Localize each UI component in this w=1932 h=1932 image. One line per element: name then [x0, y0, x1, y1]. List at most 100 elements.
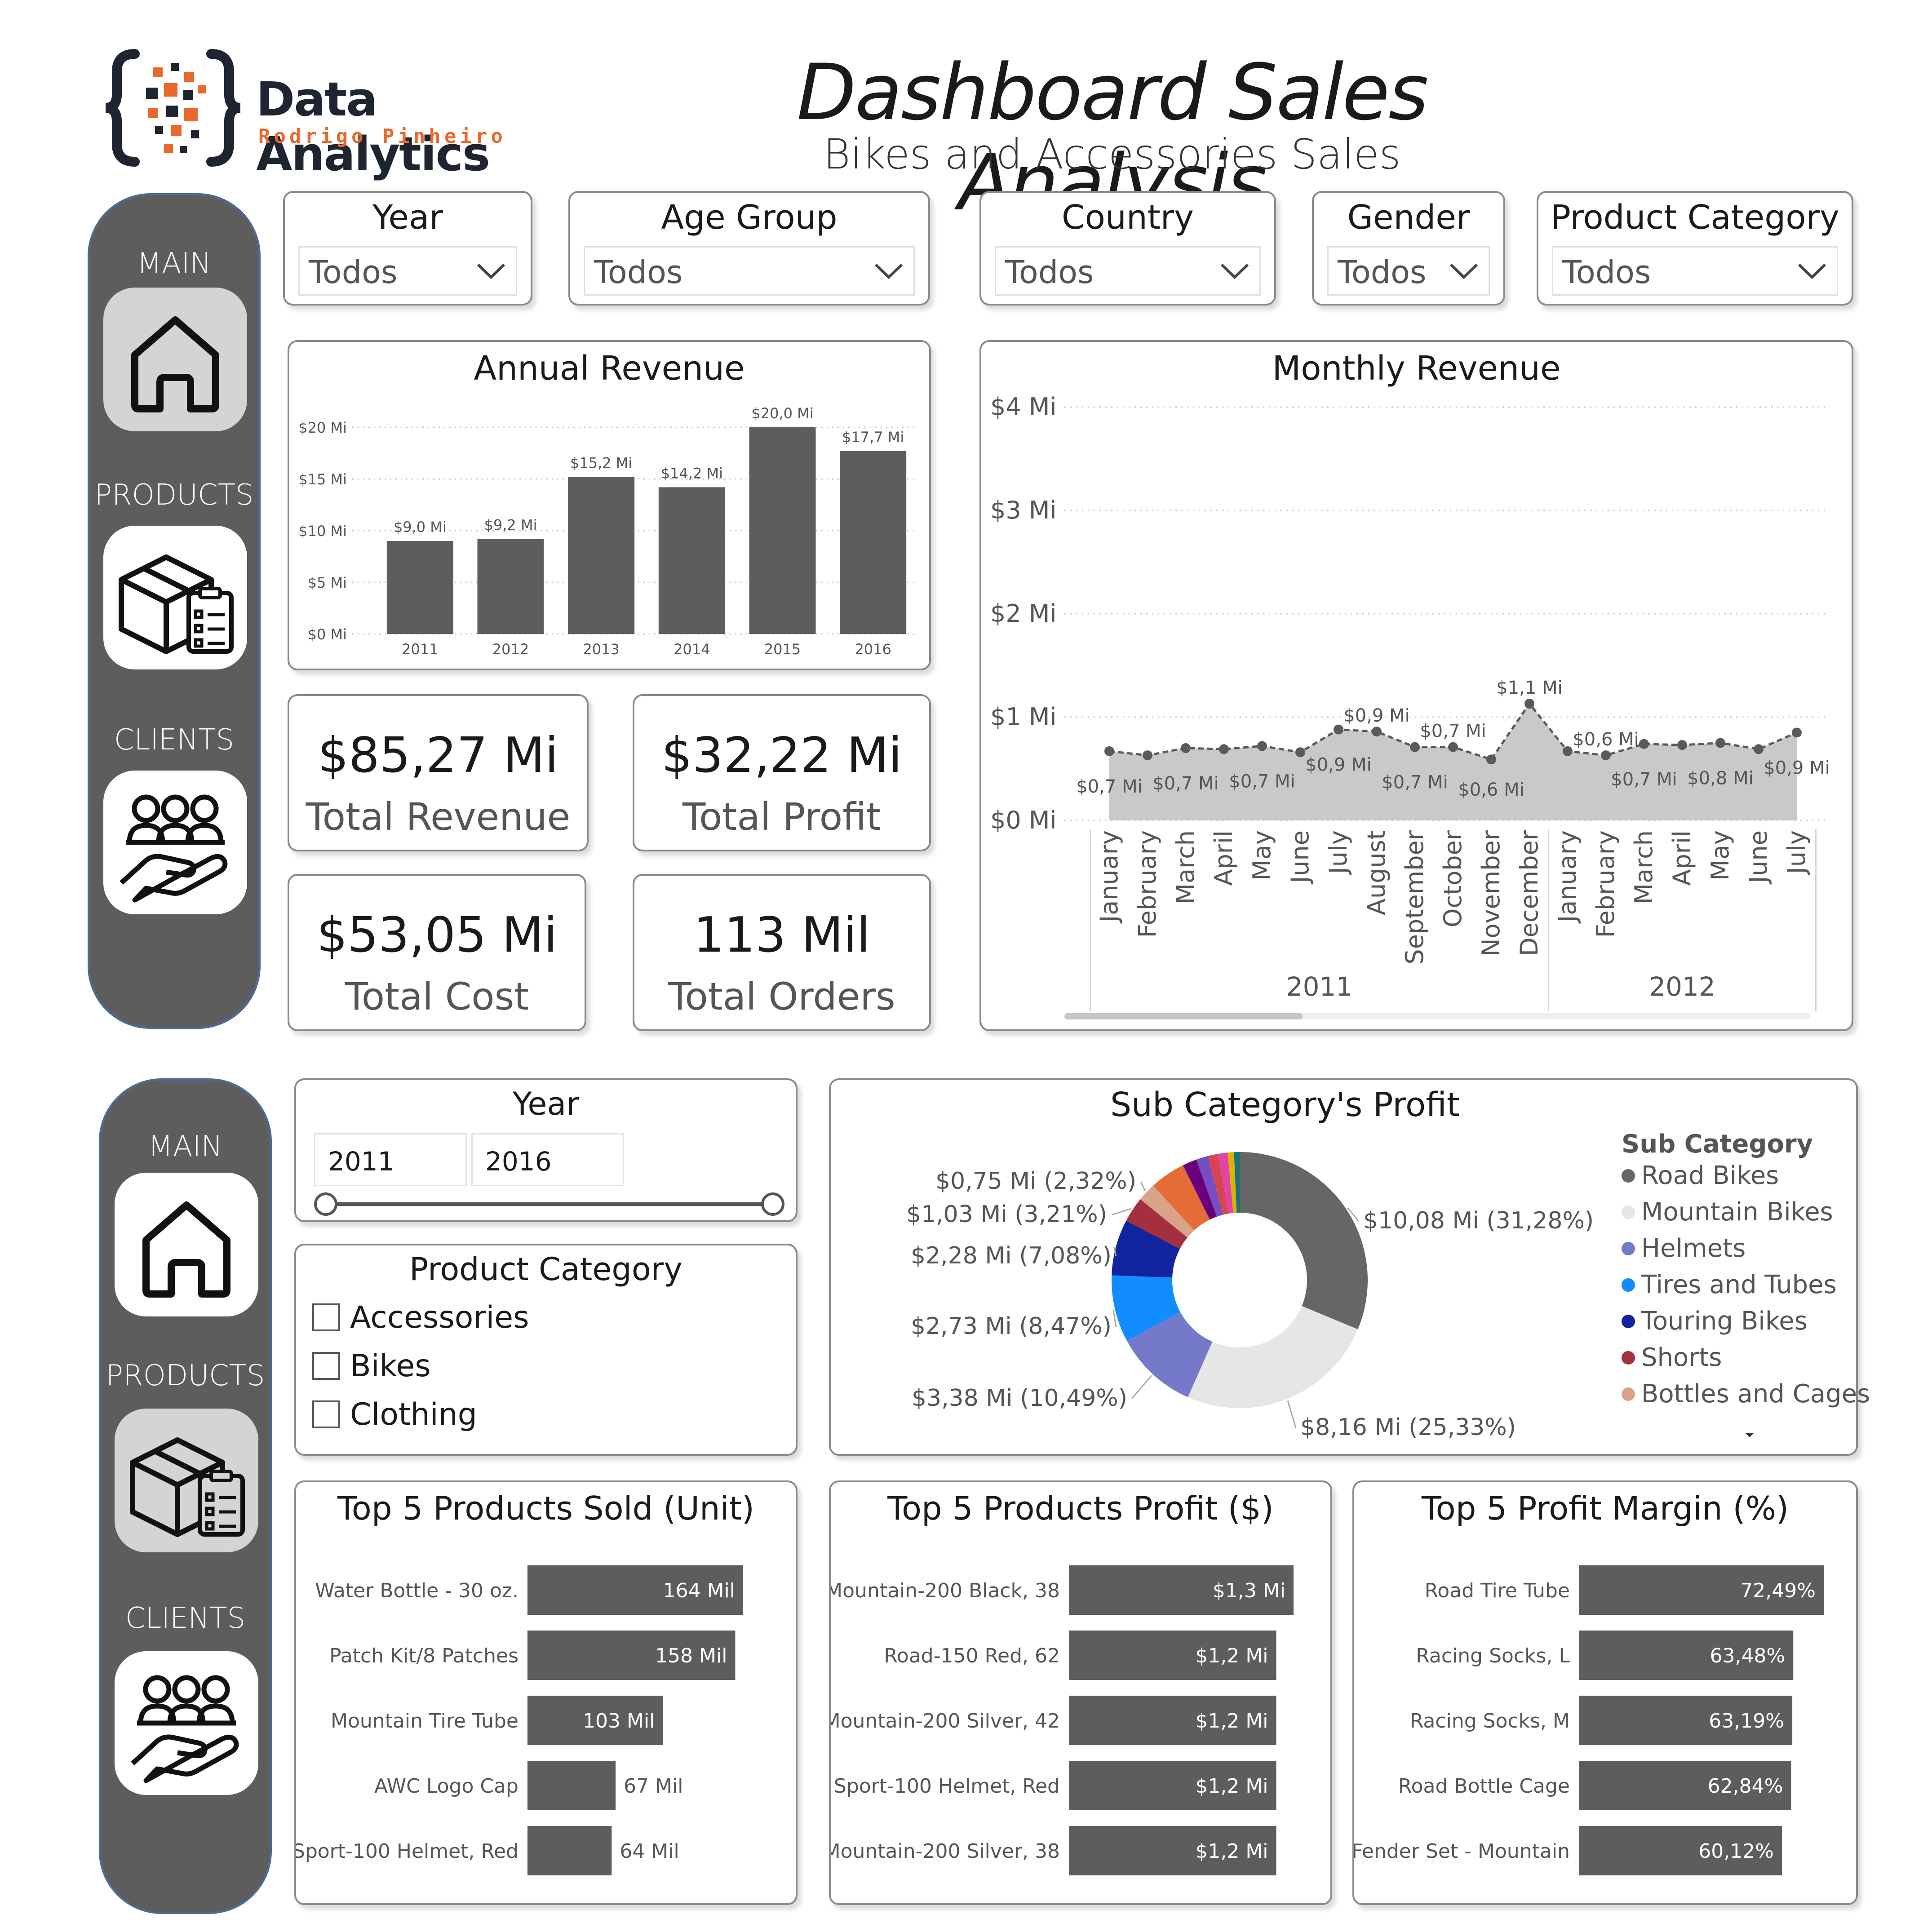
year-dropdown[interactable]: Todos	[298, 246, 517, 296]
page-subtitle: Bikes and Accessories Sales	[823, 130, 1401, 178]
year-from-input[interactable]: 2011	[314, 1133, 467, 1186]
x-tick-label: January	[1553, 830, 1582, 924]
slicer-value: Todos	[1562, 254, 1651, 291]
x-tick-label: 2013	[583, 641, 619, 658]
legend-entry[interactable]: Road Bikes	[1622, 1161, 1779, 1190]
bar	[1069, 1696, 1276, 1745]
home-icon	[131, 316, 219, 412]
scrollbar-thumb[interactable]	[1064, 1013, 1303, 1019]
legend-label: Tires and Tubes	[1641, 1270, 1837, 1299]
nav-label-main: MAIN	[137, 247, 212, 280]
legend-swatch	[1622, 1314, 1635, 1328]
annual-revenue-chart: $0 Mi $5 Mi $10 Mi $15 Mi $20 Mi $9,0 Mi 2011 $…	[298, 405, 918, 658]
data-label: $0,6 Mi	[1573, 729, 1639, 750]
slicer-value: Todos	[594, 254, 683, 291]
legend-scroll-down-icon[interactable]	[1743, 1431, 1756, 1440]
donut-slice	[1196, 1156, 1223, 1217]
range-handle-end[interactable]	[761, 1192, 784, 1216]
check-clothing[interactable]: Clothing	[312, 1396, 477, 1432]
donut-slice	[1127, 1312, 1213, 1397]
data-point	[1677, 740, 1687, 750]
bar	[658, 487, 725, 634]
legend-entry[interactable]: Shorts	[1622, 1343, 1722, 1372]
product-category-dropdown[interactable]: Todos	[1552, 246, 1838, 296]
data-label: $0,7 Mi	[1229, 771, 1295, 792]
category-label: Road Bottle Cage	[1398, 1775, 1570, 1798]
bar	[1579, 1631, 1794, 1680]
data-label: 72,49%	[1740, 1579, 1816, 1602]
x-tick-label: July	[1324, 830, 1352, 875]
slicer-value: Todos	[1005, 254, 1094, 291]
leader-line	[1111, 1208, 1132, 1216]
bar	[1579, 1761, 1791, 1810]
nav-clients-button[interactable]	[115, 1651, 258, 1795]
legend-entry[interactable]: Mountain Bikes	[1622, 1197, 1833, 1227]
donut-slice	[1240, 1152, 1368, 1329]
nav-clients-button[interactable]	[103, 771, 247, 914]
top5-units-chart: Water Bottle - 30 oz. 164 Mil Patch Kit/8 …	[296, 1565, 743, 1875]
range-handle-start[interactable]	[314, 1192, 337, 1216]
year-from-value: 2011	[328, 1146, 394, 1177]
monthly-revenue-chart: $0 Mi $1 Mi $2 Mi $3 Mi $4 Mi $0,7 Mi January F…	[990, 393, 1830, 1011]
donut-slice	[1234, 1152, 1240, 1213]
slicer-title: Age Group	[661, 198, 837, 237]
checkbox[interactable]	[312, 1303, 340, 1331]
kpi-label: Total Cost	[345, 975, 529, 1019]
legend-label: Helmets	[1641, 1234, 1746, 1263]
subcategory-donut-chart: $10,08 Mi (31,28%) $8,16 Mi (25,33%) $3,38…	[906, 1152, 1594, 1441]
nav-main-button[interactable]	[115, 1173, 258, 1316]
data-label: $1,2 Mi	[1195, 1710, 1268, 1733]
x-tick-label: August	[1362, 830, 1391, 915]
y-tick-label: $15 Mi	[298, 471, 347, 488]
kpi-label: Total Revenue	[306, 795, 571, 839]
year-slicer[interactable]: Year Todos	[283, 191, 532, 306]
data-point	[1792, 727, 1802, 738]
x-tick-label: July	[1782, 830, 1811, 875]
data-label: $0,6 Mi	[1458, 780, 1524, 800]
checkbox[interactable]	[312, 1352, 340, 1380]
chevron-down-icon	[1798, 263, 1826, 279]
checkbox[interactable]	[312, 1400, 340, 1428]
country-dropdown[interactable]: Todos	[995, 246, 1261, 296]
data-label: 64 Mil	[620, 1840, 679, 1863]
nav-products-button[interactable]	[103, 526, 247, 669]
check-accessories[interactable]: Accessories	[312, 1299, 529, 1335]
nav-products-button[interactable]	[115, 1409, 258, 1552]
legend-label: Touring Bikes	[1641, 1307, 1808, 1336]
x-tick-label: January	[1095, 830, 1123, 924]
legend-label: Road Bikes	[1641, 1161, 1779, 1190]
leader-line	[1131, 1375, 1152, 1399]
product-category-slicer[interactable]: Product Category Todos	[1537, 191, 1853, 306]
x-tick-label: March	[1630, 830, 1658, 904]
legend-entry[interactable]: Helmets	[1622, 1234, 1746, 1263]
age-group-dropdown[interactable]: Todos	[584, 246, 915, 296]
slice-label: $0,75 Mi (2,32%)	[935, 1168, 1136, 1195]
legend-entry[interactable]: Touring Bikes	[1622, 1307, 1808, 1336]
range-track[interactable]	[328, 1202, 773, 1206]
horizontal-scrollbar[interactable]	[1064, 1013, 1810, 1019]
data-label: $0,7 Mi	[1382, 772, 1448, 793]
legend-entry[interactable]: Tires and Tubes	[1622, 1270, 1837, 1299]
category-label: AWC Logo Cap	[374, 1775, 518, 1798]
x-tick-label: 2016	[855, 641, 891, 658]
category-label: Water Bottle - 30 oz.	[315, 1579, 518, 1602]
country-slicer[interactable]: Country Todos	[979, 191, 1276, 306]
chart-title: Top 5 Products Profit ($)	[887, 1489, 1274, 1527]
donut-slice	[1112, 1220, 1180, 1278]
gender-dropdown[interactable]: Todos	[1327, 246, 1490, 296]
top5-profit-chart: Mountain-200 Black, 38 $1,3 Mi Road-150 Re…	[831, 1565, 1294, 1875]
nav-main-button[interactable]	[103, 288, 247, 431]
legend-swatch	[1622, 1351, 1635, 1365]
check-bikes[interactable]: Bikes	[312, 1348, 431, 1384]
year-to-input[interactable]: 2016	[471, 1133, 624, 1186]
gender-slicer[interactable]: Gender Todos	[1312, 191, 1505, 306]
checklist-title: Product Category	[409, 1251, 682, 1288]
nav-label-products: PRODUCTS	[106, 1359, 265, 1392]
x-tick-label: June	[1744, 830, 1772, 885]
bar	[527, 1826, 612, 1875]
donut-slice	[1153, 1165, 1210, 1231]
age-group-slicer[interactable]: Age Group Todos	[568, 191, 930, 306]
logo-subtitle: Rodrigo Pinheiro	[258, 125, 506, 148]
subcategory-profit-card: Sub Category's Profit $10,08 Mi (31,28%)…	[829, 1078, 1870, 1456]
legend-entry[interactable]: Bottles and Cages	[1622, 1379, 1870, 1409]
